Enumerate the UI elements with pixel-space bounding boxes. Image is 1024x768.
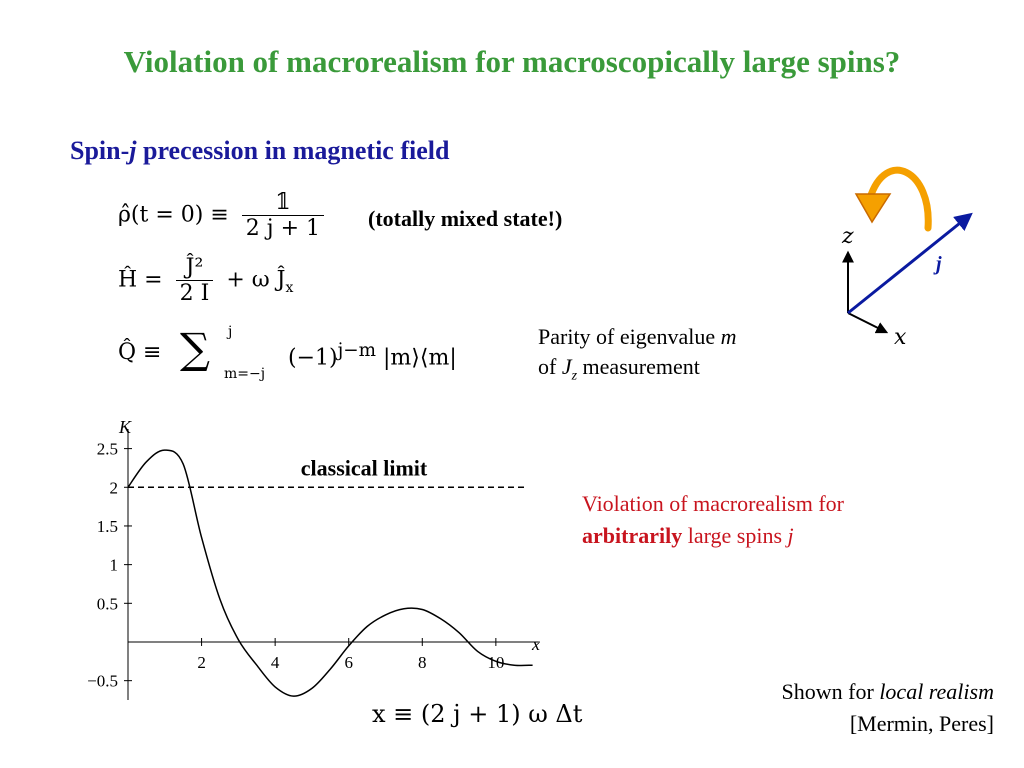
hamiltonian-rest-subscript: x (285, 279, 294, 296)
parity-projector: |m⟩⟨m| (376, 345, 457, 371)
hamiltonian-lhs: Ĥ = (118, 267, 163, 293)
x-definition: x ≡ (2 j + 1) ω Δt (372, 700, 583, 728)
mixed-state-note: (totally mixed state!) (368, 206, 563, 231)
subtitle-variable: j (129, 136, 137, 165)
parity-line1-text: Parity of eigenvalue (538, 324, 721, 349)
k-vs-x-chart: 2.5 2 1.5 1 0.5 −0.5 2 4 6 8 10 Kx classical limit (87, 417, 540, 700)
subtitle-prefix: Spin- (70, 136, 130, 165)
subtitle-suffix: precession in magnetic field (136, 136, 450, 165)
x-tick-label: 2 (197, 653, 206, 672)
x-tick-label: 10 (487, 653, 504, 672)
x-axis (847, 312, 889, 334)
y-tick-label: −0.5 (87, 672, 118, 691)
section-heading: Spin-j precession in magnetic field (70, 136, 449, 166)
hamiltonian-rest: + ω Ĵ (226, 267, 286, 293)
slide-title: Violation of macrorealism for macroscopi… (123, 44, 901, 79)
z-axis-label: z (841, 224, 854, 249)
rotation-arrow-head (854, 193, 892, 224)
parity-sign: (−1) (288, 345, 338, 371)
x-axis-label: x (894, 325, 907, 350)
x-tick-label: 6 (344, 653, 353, 672)
references: [Mermin, Peres] (849, 711, 994, 736)
parity-description: Parity of eigenvalue m of Jz measurement (538, 322, 737, 391)
equation-hamiltonian: Ĥ = Ĵ² 2 I + ω Ĵx (118, 255, 293, 306)
parity-lhs: Q̂ ≡ (118, 340, 162, 365)
x-tick-label: 4 (271, 653, 280, 672)
sum-symbol: ∑ (180, 324, 210, 373)
y-axis-label: K (118, 417, 132, 437)
parity-line1-var: m (720, 324, 737, 349)
sum-lower-limit: m=−j (224, 366, 266, 382)
equation-rho: ρ̂(t = 0) ≡ 𝟙 2 j + 1 (118, 190, 330, 241)
hamiltonian-fraction: Ĵ² 2 I (175, 255, 214, 306)
shown-prefix: Shown for (781, 679, 880, 704)
x-axis-label: x (531, 634, 540, 654)
precession-diagram: z x j (841, 166, 973, 350)
x-tick-label: 8 (418, 653, 427, 672)
hamiltonian-numerator: Ĵ² (175, 255, 214, 281)
parity-line2-subscript: z (571, 368, 578, 384)
rho-numerator: 𝟙 (241, 190, 325, 216)
shown-italic: local realism (879, 679, 994, 704)
parity-line2-suffix: measurement (577, 354, 700, 379)
violation-bold-word: arbitrarily (582, 523, 683, 548)
parity-exponent: j−m (337, 340, 377, 361)
rho-fraction: 𝟙 2 j + 1 (241, 190, 325, 241)
y-tick-label: 2.5 (97, 440, 118, 459)
k-curve (127, 449, 533, 697)
y-tick-label: 0.5 (97, 594, 118, 613)
sum-upper-limit: j (228, 324, 233, 340)
violation-rest: large spins (682, 523, 788, 548)
rho-denominator: 2 j + 1 (245, 216, 321, 241)
violation-variable: j (787, 523, 794, 548)
y-tick-label: 1.5 (97, 517, 118, 536)
rotation-arrow (866, 166, 932, 232)
y-tick-label: 1 (110, 556, 119, 575)
parity-line2-var: J (561, 354, 572, 379)
spin-vector (847, 212, 973, 315)
violation-note: Violation of macrorealism for arbitraril… (582, 488, 844, 552)
spin-vector-label: j (933, 253, 942, 275)
classical-limit-label: classical limit (301, 455, 428, 480)
y-tick-label: 2 (110, 478, 119, 497)
parity-line2-text: of (538, 354, 562, 379)
parity-body: (−1)j−m |m⟩⟨m| (288, 340, 457, 370)
local-realism-note: Shown for local realism [Mermin, Peres] (782, 676, 994, 740)
rho-lhs: ρ̂(t = 0) ≡ (118, 202, 229, 228)
hamiltonian-denominator: 2 I (179, 281, 210, 306)
violation-line1: Violation of macrorealism for (582, 491, 844, 516)
